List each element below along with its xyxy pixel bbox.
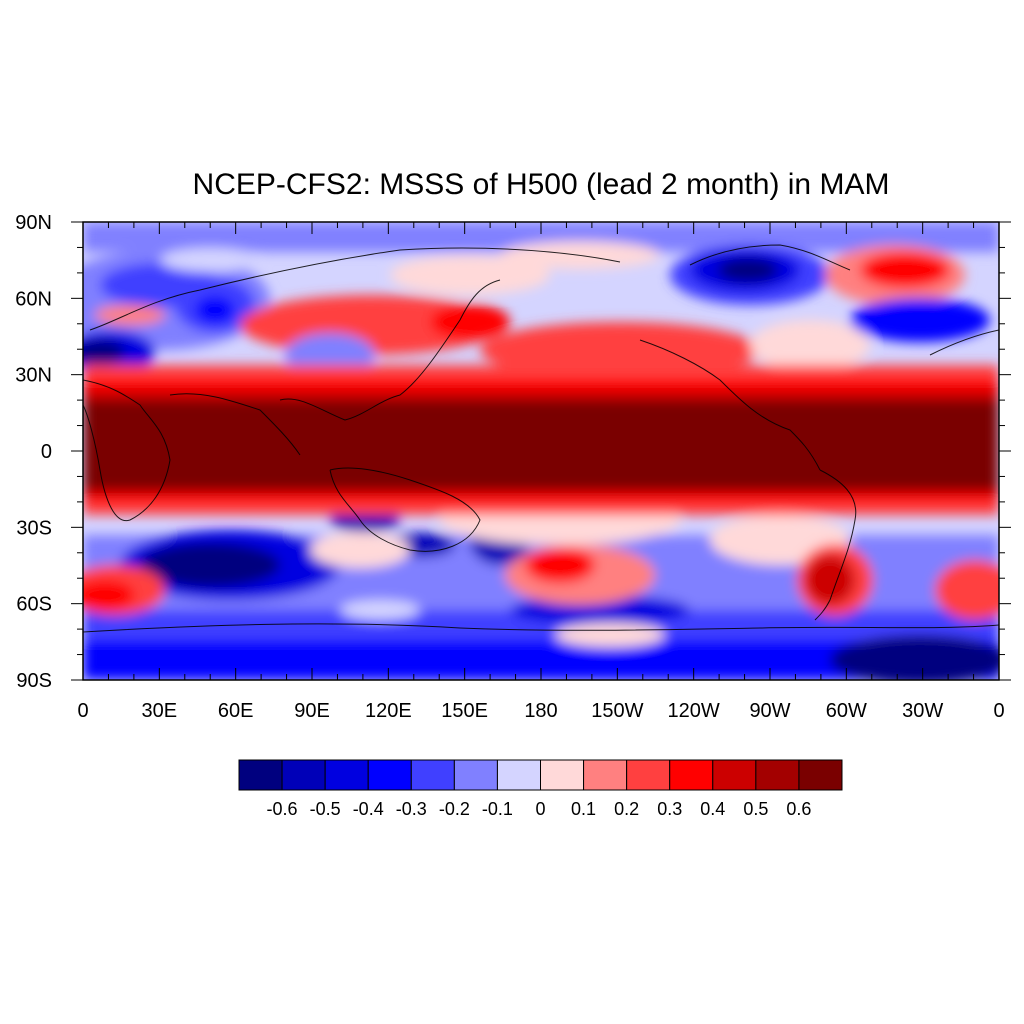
colorbar-box: [712, 759, 757, 791]
x-tick-label: 90E: [294, 700, 330, 722]
x-tick-label: 150E: [441, 700, 488, 722]
colorbar-label: 0.1: [571, 799, 596, 819]
colorbar-box: [540, 759, 585, 791]
x-tick-label: 90W: [749, 700, 790, 722]
colorbar-label: -0.6: [267, 799, 298, 819]
colorbar-box: [755, 759, 800, 791]
colorbar-label: -0.5: [310, 799, 341, 819]
x-tick-label: 180: [524, 700, 557, 722]
coastlines: [83, 244, 999, 633]
x-tick-label: 0: [993, 700, 1004, 722]
colorbar-label: 0.2: [614, 799, 639, 819]
y-tick-label: 0: [41, 441, 52, 463]
colorbar-box: [410, 759, 455, 791]
x-tick-label: 150W: [591, 700, 643, 722]
x-tick-label: 60W: [826, 700, 867, 722]
colorbar-label: 0.3: [657, 799, 682, 819]
y-axis: 90N 60N 30N 0 30S 60S 90S: [15, 212, 1011, 692]
colorbar-label: 0.4: [700, 799, 725, 819]
colorbar-box: [238, 759, 283, 791]
colorbar-box: [453, 759, 498, 791]
chart-title: NCEP-CFS2: MSSS of H500 (lead 2 month) i…: [193, 168, 890, 201]
colorbar-label: -0.2: [439, 799, 470, 819]
x-axis: 0 30E 60E 90E 120E 150E 180 150W 120W 90W 60W 30W 0: [77, 222, 1005, 722]
colorbar-label: 0: [535, 799, 545, 819]
colorbar-box: [798, 759, 843, 791]
plot-area: [83, 222, 999, 680]
x-tick-label: 0: [77, 700, 88, 722]
colorbar-box: [669, 759, 714, 791]
colorbar-label: -0.4: [353, 799, 384, 819]
colorbar-label: -0.3: [396, 799, 427, 819]
y-tick-label: 90S: [16, 670, 52, 692]
colorbar-label: -0.1: [482, 799, 513, 819]
colorbar-box: [583, 759, 628, 791]
x-tick-label: 120W: [668, 700, 720, 722]
colorbar-label: 0.5: [743, 799, 768, 819]
y-tick-label: 30S: [16, 517, 52, 539]
y-tick-label: 60N: [15, 288, 52, 310]
colorbar: -0.6 -0.5 -0.4 -0.3 -0.2 -0.1 0 0.1 0.2 0.3 0.4 0.5…: [238, 759, 843, 819]
colorbar-label: 0.6: [786, 799, 811, 819]
x-tick-label: 30E: [142, 700, 178, 722]
colorbar-box: [496, 759, 541, 791]
x-tick-label: 60E: [218, 700, 254, 722]
colorbar-box: [324, 759, 369, 791]
colorbar-box: [281, 759, 326, 791]
y-tick-label: 30N: [15, 365, 52, 387]
y-tick-label: 60S: [16, 594, 52, 616]
y-tick-label: 90N: [15, 212, 52, 234]
colorbar-box: [367, 759, 412, 791]
colorbar-box: [626, 759, 671, 791]
x-tick-label: 30W: [902, 700, 943, 722]
x-tick-label: 120E: [365, 700, 412, 722]
